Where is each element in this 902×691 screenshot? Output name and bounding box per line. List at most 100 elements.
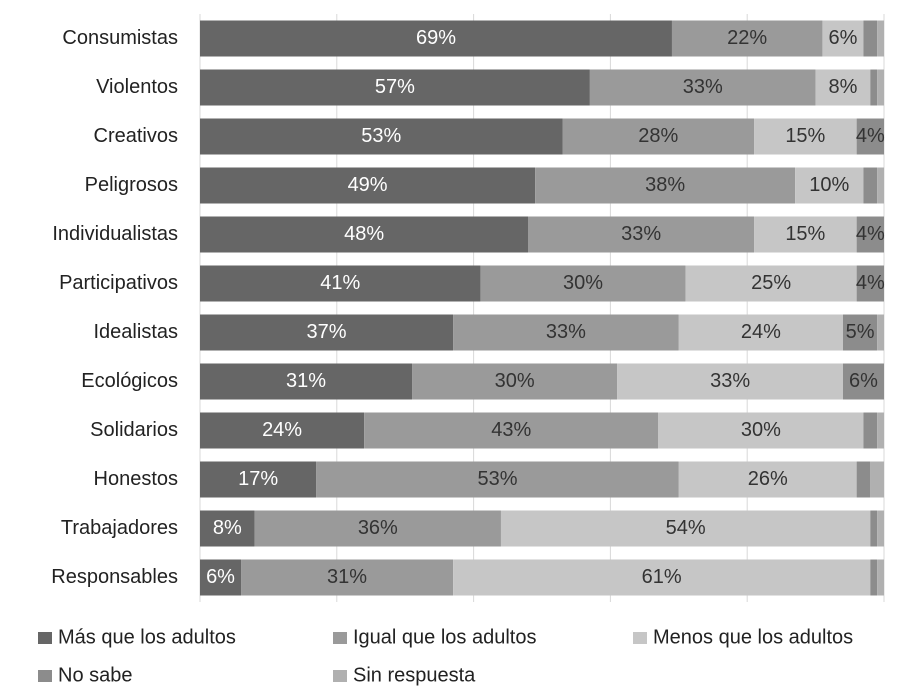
bar-segment (200, 510, 255, 547)
legend-label: Más que los adultos (58, 626, 236, 648)
bar-segment (877, 314, 884, 351)
bar-segment (842, 314, 878, 351)
bar-segment (822, 20, 864, 57)
bar-segment (856, 216, 884, 253)
data-label: 43% (491, 419, 531, 441)
data-label: 24% (741, 321, 781, 343)
data-label: 10% (809, 174, 849, 196)
data-label: 69% (416, 27, 456, 49)
bar-segment (200, 412, 365, 449)
y-tick-label: Creativos (94, 125, 178, 147)
bar-segment (856, 461, 871, 498)
y-tick-label: Individualistas (52, 223, 178, 245)
bar-segment (200, 118, 563, 155)
bar-segment (863, 167, 878, 204)
bar-segment (795, 167, 864, 204)
data-label: 30% (741, 419, 781, 441)
bar-segment (200, 216, 529, 253)
data-label: 54% (666, 517, 706, 539)
bar-segment (528, 216, 755, 253)
bar-segment (364, 412, 659, 449)
bar-segment (589, 69, 816, 106)
data-label: 30% (563, 272, 603, 294)
bar-segment (200, 559, 242, 596)
data-label: 8% (829, 76, 858, 98)
data-label: 49% (348, 174, 388, 196)
bar-segment (316, 461, 679, 498)
bar-segment (870, 559, 878, 596)
legend-label: Sin respuesta (353, 664, 476, 686)
data-label: 6% (206, 566, 235, 588)
y-tick-label: Ecológicos (81, 370, 178, 392)
bar-segment (200, 265, 481, 302)
bar-segment (671, 20, 823, 57)
data-label: 36% (358, 517, 398, 539)
bar-segment (685, 265, 857, 302)
data-label: 6% (849, 370, 878, 392)
bar-segment (200, 20, 672, 57)
data-label: 22% (727, 27, 767, 49)
legend-swatch (333, 632, 347, 644)
data-label: 24% (262, 419, 302, 441)
bar-segment (200, 363, 413, 400)
bar-segment (863, 412, 878, 449)
bar-segment (877, 167, 884, 204)
bar-segment (863, 20, 878, 57)
data-label: 15% (785, 125, 825, 147)
bar-segment (254, 510, 501, 547)
y-tick-label: Idealistas (94, 321, 179, 343)
bar-segment (870, 69, 878, 106)
bar-segment (617, 363, 843, 400)
bar-segment (480, 265, 686, 302)
bar-segment (535, 167, 796, 204)
y-tick-label: Violentos (96, 76, 178, 98)
data-label: 57% (375, 76, 415, 98)
bar-segment (453, 314, 679, 351)
bar-segment (877, 20, 884, 57)
bar-segment (877, 559, 884, 596)
bar-segment (453, 559, 871, 596)
data-label: 4% (856, 125, 885, 147)
data-label: 5% (846, 321, 875, 343)
legend-label: No sabe (58, 664, 133, 686)
data-label: 53% (361, 125, 401, 147)
y-tick-label: Responsables (51, 566, 178, 588)
legend-swatch (38, 670, 52, 682)
y-tick-label: Peligrosos (85, 174, 178, 196)
bar-segment (870, 461, 884, 498)
bar-segment (200, 461, 317, 498)
data-label: 53% (478, 468, 518, 490)
bar-segment (877, 69, 884, 106)
data-label: 30% (495, 370, 535, 392)
data-label: 6% (829, 27, 858, 49)
bar-segment (500, 510, 871, 547)
bar-segment (562, 118, 755, 155)
bar-segment (200, 314, 454, 351)
data-label: 33% (710, 370, 750, 392)
data-label: 33% (683, 76, 723, 98)
data-label: 38% (645, 174, 685, 196)
data-label: 28% (638, 125, 678, 147)
y-tick-label: Honestos (94, 468, 179, 490)
data-label: 15% (785, 223, 825, 245)
data-label: 17% (238, 468, 278, 490)
data-label: 4% (856, 223, 885, 245)
bar-segment (815, 69, 871, 106)
legend-swatch (633, 632, 647, 644)
data-label: 31% (286, 370, 326, 392)
legend-label: Igual que los adultos (353, 626, 536, 648)
bar-segment (200, 167, 536, 204)
legend-swatch (333, 670, 347, 682)
y-tick-label: Participativos (59, 272, 178, 294)
bar-segment (241, 559, 454, 596)
data-label: 41% (320, 272, 360, 294)
bar-segment (842, 363, 884, 400)
bar-segment (658, 412, 864, 449)
y-tick-label: Trabajadores (61, 517, 178, 539)
bar-segment (877, 510, 884, 547)
bar-segment (877, 412, 884, 449)
data-label: 61% (642, 566, 682, 588)
bar-segment (678, 461, 857, 498)
bar-segment (856, 265, 884, 302)
data-label: 31% (327, 566, 367, 588)
